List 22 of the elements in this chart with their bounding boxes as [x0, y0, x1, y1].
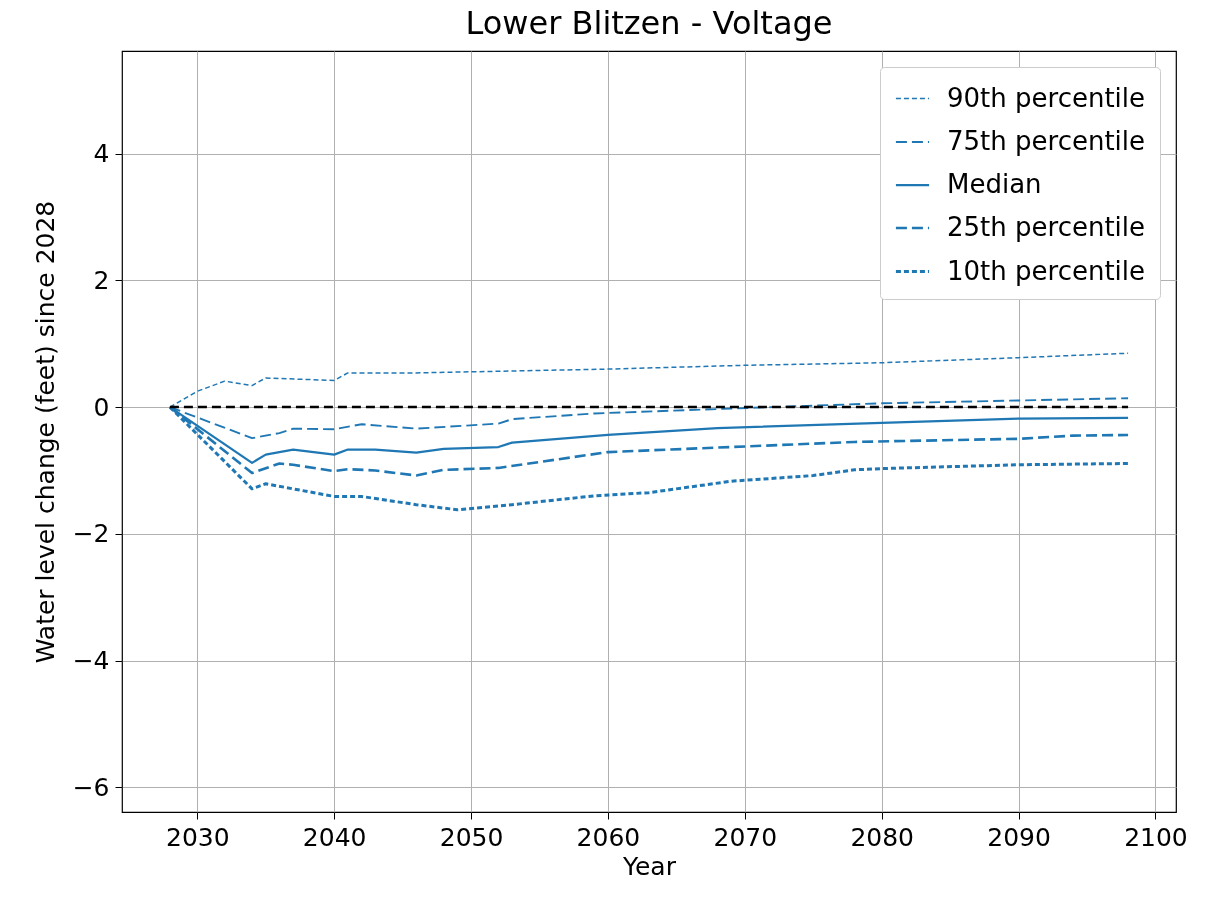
x-tick-label: 2040 — [302, 822, 367, 852]
x-tick-label: 2080 — [850, 822, 915, 852]
x-tick-label: 2070 — [713, 822, 778, 852]
x-tick-label: 2090 — [987, 822, 1051, 852]
x-tick-label: 2100 — [1124, 822, 1188, 852]
y-tick-label: −2 — [72, 519, 110, 549]
y-axis-title: Water level change (feet) since 2028 — [30, 200, 60, 664]
legend-label: 75th percentile — [947, 126, 1146, 156]
y-tick-label: 0 — [93, 392, 110, 422]
chart-title: Lower Blitzen - Voltage — [465, 4, 833, 42]
legend-label: 10th percentile — [947, 255, 1146, 286]
x-tick-label: 2050 — [439, 822, 504, 852]
legend-label: 90th percentile — [947, 82, 1146, 113]
legend-label: 25th percentile — [947, 212, 1146, 242]
y-tick-label: 2 — [93, 265, 110, 295]
x-tick-label: 2060 — [576, 822, 641, 852]
legend-label: Median — [947, 169, 1042, 199]
y-tick-label: 4 — [93, 139, 110, 169]
y-tick-label: −4 — [72, 646, 110, 676]
x-axis-title: Year — [622, 851, 677, 881]
x-tick-label: 2030 — [165, 822, 230, 852]
y-tick-label: −6 — [72, 772, 110, 802]
